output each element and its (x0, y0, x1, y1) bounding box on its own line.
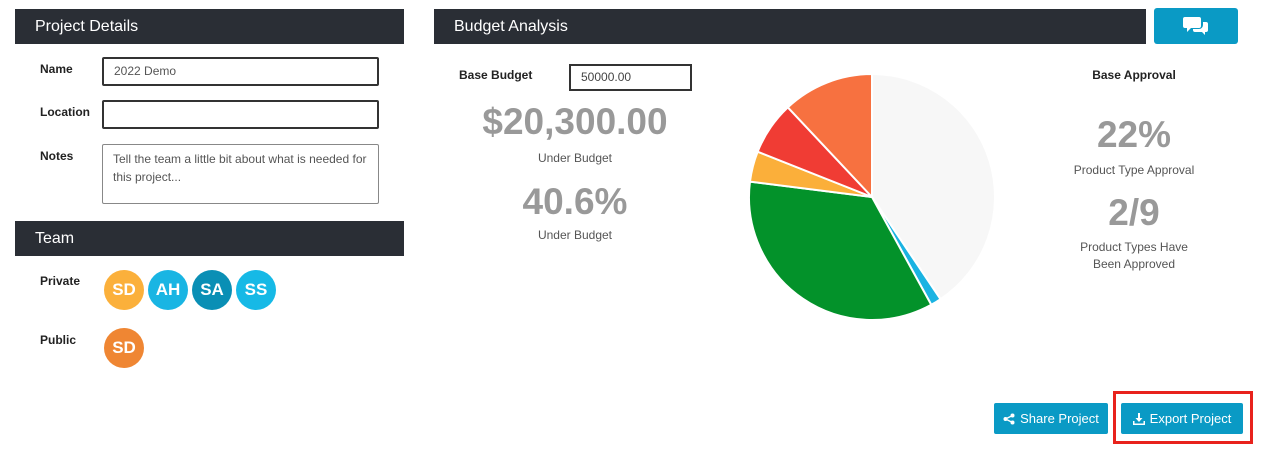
export-project-label: Export Project (1149, 411, 1232, 426)
under-budget-percent-caption: Under Budget (537, 228, 613, 242)
base-approval-label: Base Approval (1092, 68, 1176, 82)
project-details-title: Project Details (35, 17, 139, 35)
export-project-button[interactable]: Export Project (1121, 403, 1243, 434)
private-label: Private (40, 274, 81, 288)
project-details-header: Project Details (15, 9, 404, 44)
avatar[interactable]: SD (104, 328, 144, 368)
avatar[interactable]: AH (148, 270, 188, 310)
approval-percent: 22% (1096, 114, 1172, 155)
notes-label: Notes (40, 149, 74, 163)
under-budget-percent: 40.6% (522, 181, 628, 222)
base-budget-label: Base Budget (459, 68, 533, 82)
chat-icon (1183, 17, 1208, 35)
approved-ratio: 2/9 (1108, 192, 1160, 233)
team-title: Team (35, 229, 75, 247)
avatar[interactable]: SD (104, 270, 144, 310)
budget-pie-chart (748, 72, 996, 321)
pie-slice[interactable] (871, 72, 996, 301)
share-icon (1003, 413, 1015, 424)
budget-analysis-title: Budget Analysis (454, 17, 568, 35)
approved-ratio-caption-line1: Product Types Have (1080, 240, 1188, 254)
notes-textarea[interactable]: Tell the team a little bit about what is… (102, 144, 379, 204)
share-project-button[interactable]: Share Project (994, 403, 1108, 434)
export-highlight-frame (1113, 391, 1253, 444)
download-icon (1132, 412, 1145, 425)
location-label: Location (40, 105, 90, 119)
avatar[interactable]: SA (192, 270, 232, 310)
share-project-label: Share Project (1020, 411, 1099, 426)
team-header: Team (15, 221, 404, 256)
public-label: Public (40, 333, 77, 347)
pie-slice[interactable] (748, 180, 933, 321)
under-budget-amount-caption: Under Budget (537, 151, 613, 165)
location-input[interactable] (102, 100, 379, 129)
base-budget-input[interactable]: 50000.00 (569, 64, 692, 91)
name-input[interactable]: 2022 Demo (102, 57, 379, 86)
budget-analysis-header: Budget Analysis (434, 9, 1146, 44)
chat-button[interactable] (1154, 8, 1238, 44)
under-budget-amount: $20,300.00 (482, 101, 668, 142)
approval-percent-caption: Product Type Approval (1073, 163, 1195, 177)
pie-slice[interactable] (786, 72, 873, 200)
name-label: Name (40, 62, 73, 76)
avatar[interactable]: SS (236, 270, 276, 310)
approved-ratio-caption-line2: Been Approved (1092, 257, 1176, 271)
